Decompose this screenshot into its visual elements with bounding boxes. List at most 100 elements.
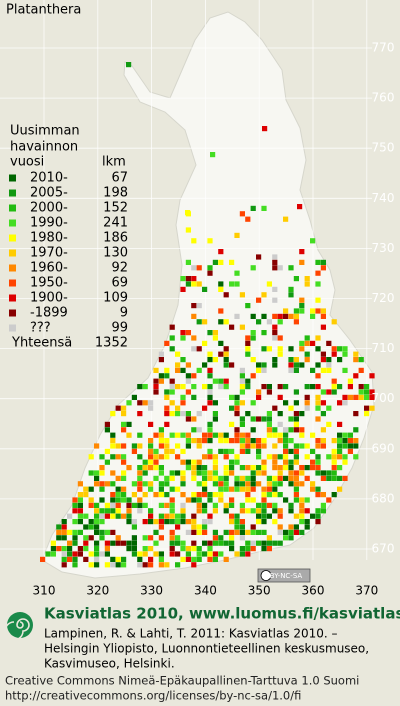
occurrence-square bbox=[288, 459, 294, 465]
occurrence-square bbox=[83, 540, 89, 546]
occurrence-square bbox=[137, 497, 143, 503]
occurrence-square bbox=[293, 459, 299, 465]
legend-column: vuosi bbox=[10, 155, 44, 170]
occurrence-square bbox=[104, 540, 110, 546]
occurrence-square bbox=[256, 389, 262, 395]
occurrence-square bbox=[202, 319, 208, 325]
occurrence-square bbox=[207, 475, 213, 481]
occurrence-square bbox=[191, 513, 197, 519]
occurrence-square bbox=[245, 378, 251, 384]
occurrence-square bbox=[158, 562, 164, 568]
occurrence-square bbox=[61, 546, 67, 552]
occurrence-square bbox=[94, 508, 100, 514]
occurrence-square bbox=[272, 519, 278, 525]
occurrence-square bbox=[250, 465, 256, 471]
occurrence-square bbox=[250, 529, 256, 535]
occurrence-square bbox=[288, 524, 294, 530]
occurrence-square bbox=[148, 459, 154, 465]
occurrence-square bbox=[169, 546, 175, 552]
occurrence-square bbox=[202, 524, 208, 530]
occurrence-square bbox=[175, 405, 181, 411]
occurrence-square bbox=[158, 513, 164, 519]
occurrence-square bbox=[293, 362, 299, 368]
occurrence-square bbox=[326, 475, 332, 481]
occurrence-square bbox=[331, 384, 337, 390]
occurrence-square bbox=[110, 513, 116, 519]
occurrence-square bbox=[288, 292, 294, 298]
occurrence-square bbox=[50, 546, 56, 552]
occurrence-square bbox=[245, 335, 251, 341]
occurrence-square bbox=[153, 475, 159, 481]
occurrence-square bbox=[180, 286, 186, 292]
occurrence-square bbox=[137, 475, 143, 481]
occurrence-square bbox=[272, 330, 278, 336]
occurrence-square bbox=[77, 529, 83, 535]
occurrence-square bbox=[207, 551, 213, 557]
occurrence-square bbox=[272, 335, 278, 341]
occurrence-square bbox=[283, 438, 289, 444]
occurrence-square bbox=[126, 540, 132, 546]
occurrence-square bbox=[256, 416, 262, 422]
occurrence-square bbox=[353, 427, 359, 433]
atlas-title: Kasviatlas 2010, www.luomus.fi/kasviatla… bbox=[44, 605, 400, 623]
occurrence-square bbox=[256, 508, 262, 514]
occurrence-square bbox=[342, 351, 348, 357]
occurrence-square bbox=[180, 470, 186, 476]
occurrence-square bbox=[256, 502, 262, 508]
occurrence-square bbox=[207, 432, 213, 438]
occurrence-square bbox=[234, 529, 240, 535]
occurrence-square bbox=[342, 367, 348, 373]
occurrence-square bbox=[293, 448, 299, 454]
occurrence-square bbox=[121, 443, 127, 449]
occurrence-square bbox=[342, 432, 348, 438]
occurrence-square bbox=[142, 562, 148, 568]
occurrence-square bbox=[202, 405, 208, 411]
occurrence-square bbox=[326, 362, 332, 368]
occurrence-square bbox=[261, 465, 267, 471]
occurrence-square bbox=[272, 508, 278, 514]
occurrence-square bbox=[277, 438, 283, 444]
occurrence-square bbox=[164, 562, 170, 568]
x-coordinate-label: 310 bbox=[33, 584, 56, 598]
occurrence-square bbox=[158, 443, 164, 449]
occurrence-square bbox=[320, 313, 326, 319]
occurrence-square bbox=[115, 513, 121, 519]
occurrence-square bbox=[207, 373, 213, 379]
occurrence-square bbox=[272, 459, 278, 465]
occurrence-square bbox=[299, 303, 305, 309]
occurrence-square bbox=[158, 432, 164, 438]
occurrence-square bbox=[293, 400, 299, 406]
occurrence-square bbox=[126, 513, 132, 519]
occurrence-square bbox=[202, 519, 208, 525]
occurrence-square bbox=[358, 389, 364, 395]
occurrence-square bbox=[272, 362, 278, 368]
occurrence-square bbox=[315, 492, 321, 498]
occurrence-square bbox=[369, 373, 375, 379]
occurrence-square bbox=[212, 535, 218, 541]
occurrence-square bbox=[229, 459, 235, 465]
legend-swatch bbox=[9, 174, 16, 182]
occurrence-square bbox=[288, 346, 294, 352]
occurrence-square bbox=[245, 481, 251, 487]
occurrence-square bbox=[169, 400, 175, 406]
occurrence-square bbox=[288, 481, 294, 487]
occurrence-square bbox=[137, 454, 143, 460]
legend-heading: Uusimman bbox=[10, 124, 80, 139]
occurrence-square bbox=[266, 481, 272, 487]
occurrence-square bbox=[304, 357, 310, 363]
legend-swatch bbox=[9, 189, 16, 197]
occurrence-square bbox=[180, 492, 186, 498]
occurrence-square bbox=[202, 486, 208, 492]
occurrence-square bbox=[180, 432, 186, 438]
occurrence-square bbox=[45, 551, 51, 557]
occurrence-square bbox=[245, 340, 251, 346]
occurrence-square bbox=[272, 432, 278, 438]
occurrence-square bbox=[137, 432, 143, 438]
legend-count: 152 bbox=[103, 201, 128, 216]
occurrence-square bbox=[164, 405, 170, 411]
occurrence-square bbox=[293, 389, 299, 395]
occurrence-square bbox=[196, 546, 202, 552]
occurrence-square bbox=[342, 454, 348, 460]
occurrence-square bbox=[115, 508, 121, 514]
occurrence-square bbox=[196, 524, 202, 530]
